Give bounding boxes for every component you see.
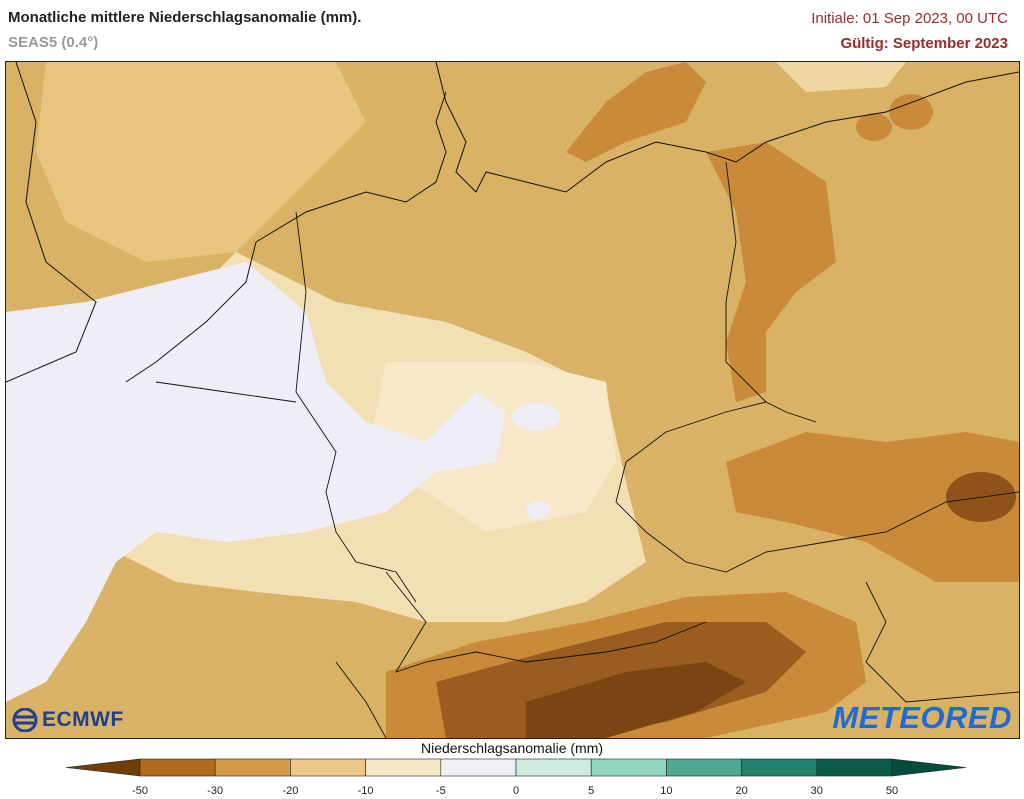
colorbar-segment — [440, 758, 517, 777]
anomaly-field-dry-poland — [706, 142, 836, 402]
coast-netherlands — [125, 241, 257, 383]
colorbar-tick-label: -50 — [132, 785, 148, 797]
colorbar-segment — [139, 758, 216, 777]
border-cz-south — [615, 461, 1019, 573]
border-be — [155, 381, 297, 403]
initial-time: Initiale: 01 Sep 2023, 00 UTC — [811, 10, 1008, 27]
colorbar-arrow-left — [65, 758, 141, 777]
coast-uk — [6, 62, 97, 383]
anomaly-field-dry-spot-ne — [889, 94, 933, 130]
border-hu — [865, 581, 1019, 703]
country-borders — [155, 161, 1019, 738]
colorbar-tick-label: -20 — [282, 785, 299, 797]
border-pl-west — [725, 161, 767, 403]
colorbar-tick-label: 10 — [660, 785, 673, 797]
anomaly-field-neutral-west — [6, 262, 506, 702]
border-cz-north — [625, 401, 817, 463]
colorbar-segment — [515, 758, 592, 777]
colorbar-tick-label: -10 — [357, 785, 374, 797]
anomaly-field-slightly-dry-ne — [776, 62, 906, 92]
coast-north-sea — [255, 91, 447, 243]
ecmwf-logo-text: ECMWF — [42, 708, 124, 731]
colorbar-tick-label: -30 — [207, 785, 224, 797]
colorbar-segment — [741, 758, 818, 777]
border-de-west — [295, 211, 417, 603]
ecmwf-emblem-icon — [12, 708, 38, 732]
colorbar-segment — [214, 758, 291, 777]
colorbar-tick-label: 30 — [810, 785, 823, 797]
colorbar-segment — [666, 758, 742, 777]
anomaly-field-dry-baltic — [566, 62, 706, 162]
valid-period: Gültig: September 2023 — [840, 35, 1008, 52]
colorbar-tick-label: 0 — [512, 785, 520, 797]
anomaly-field-dry-east — [726, 432, 1019, 582]
model-subtitle: SEAS5 (0.4°) — [8, 34, 99, 51]
coast-baltic — [435, 62, 1019, 193]
colorbar — [65, 758, 967, 777]
colorbar-tick-label: 5 — [588, 785, 595, 797]
precipitation-anomaly-map — [5, 61, 1020, 739]
map-title: Monatliche mittlere Niederschlagsanomali… — [8, 9, 362, 26]
colorbar-segment — [290, 758, 366, 777]
anomaly-field-extreme-dry-alps — [526, 662, 746, 738]
colorbar-segment — [365, 758, 442, 777]
colorbar-tick-label: -5 — [435, 785, 446, 797]
meteored-logo: METEORED — [832, 700, 1012, 735]
ecmwf-logo: ECMWF — [12, 708, 124, 732]
colorbar-arrow-right — [891, 758, 967, 777]
colorbar-segment — [590, 758, 667, 777]
colorbar-segment — [816, 758, 893, 777]
legend-title: Niederschlagsanomalie (mm) — [420, 740, 604, 756]
anomaly-field-dry-spot-ne2 — [856, 113, 892, 141]
anomaly-field-neutral-patch — [512, 403, 560, 431]
border-de-south — [385, 571, 707, 673]
coastlines — [6, 62, 1019, 383]
anomaly-field-slightly-dry-nw — [36, 62, 366, 262]
border-fr-ch — [335, 661, 387, 738]
anomaly-field-neutral-small — [526, 501, 550, 519]
map-canvas — [6, 62, 1019, 738]
colorbar-tick-label: 20 — [735, 785, 748, 797]
colorbar-segments — [65, 758, 967, 777]
colorbar-tick-label: 50 — [885, 785, 899, 797]
